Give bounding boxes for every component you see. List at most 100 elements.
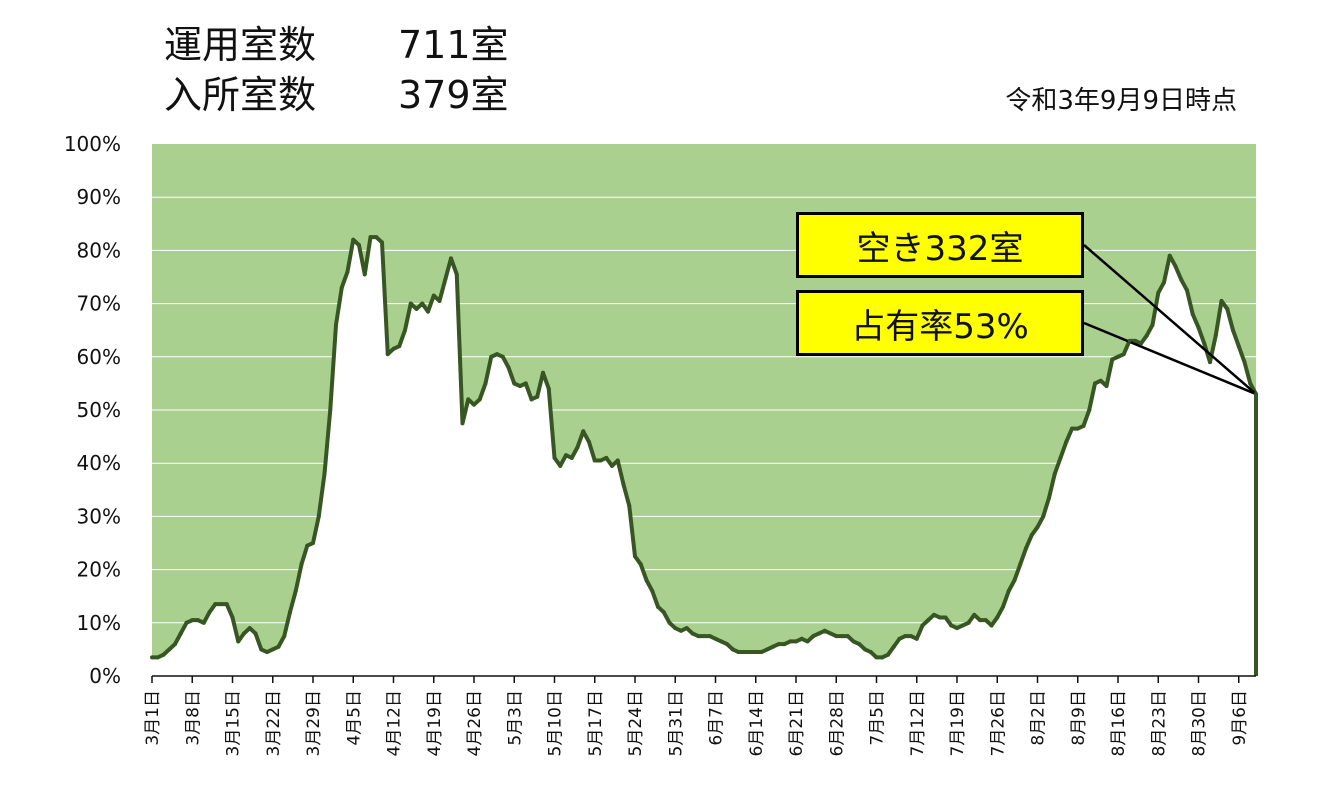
data-point — [150, 655, 154, 660]
data-point — [293, 588, 298, 593]
data-point — [368, 235, 373, 240]
data-point — [374, 235, 379, 240]
data-point — [431, 293, 436, 298]
data-point — [299, 562, 304, 567]
data-point — [495, 352, 499, 357]
as-of-date: 令和3年9月9日時点 — [1005, 86, 1237, 116]
x-tick-label: 6月14日 — [747, 690, 767, 756]
data-point — [449, 256, 453, 261]
data-point — [161, 652, 166, 657]
x-tick-label: 8月23日 — [1149, 690, 1169, 756]
data-point — [638, 562, 643, 567]
data-point — [207, 610, 212, 615]
data-point — [1190, 312, 1195, 317]
data-point — [1018, 562, 1023, 567]
data-point — [1052, 471, 1057, 476]
y-tick-label: 70% — [77, 292, 121, 316]
x-tick-label: 8月16日 — [1109, 690, 1129, 756]
data-point — [707, 634, 712, 639]
data-point — [253, 631, 258, 636]
data-point — [362, 272, 367, 277]
vacant-rooms-callout: 空き332室 — [796, 212, 1084, 278]
data-point — [190, 618, 195, 623]
data-point — [719, 639, 724, 644]
data-point — [909, 634, 913, 639]
x-tick-label: 5月17日 — [586, 690, 606, 756]
data-point — [1196, 325, 1201, 330]
data-point — [1006, 588, 1011, 593]
data-point — [155, 655, 160, 660]
data-point — [1121, 352, 1126, 357]
y-tick-label: 40% — [77, 451, 121, 475]
data-point — [817, 631, 821, 636]
data-point — [426, 309, 430, 314]
x-tick-label: 3月15日 — [224, 690, 244, 756]
data-point — [868, 650, 873, 655]
data-point — [564, 453, 568, 458]
callout-leaders — [1083, 244, 1257, 396]
data-point — [1047, 495, 1051, 500]
data-point — [679, 628, 683, 633]
data-point — [920, 623, 925, 628]
y-tick-label: 20% — [77, 558, 121, 582]
occupancy-area — [152, 237, 1256, 676]
occupied-rooms-label: 入所室数 — [164, 73, 317, 117]
x-tick-label: 4月5日 — [344, 690, 364, 746]
y-axis: 0% 10% 20% 30% 40% 50% 60% 70% 80% 90% 100% — [64, 132, 121, 688]
y-tick-label: 100% — [64, 132, 121, 156]
x-tick-label: 3月22日 — [264, 690, 284, 756]
data-point — [696, 634, 701, 639]
data-point — [1041, 514, 1046, 519]
data-point — [771, 644, 775, 649]
x-tick-label: 6月28日 — [827, 690, 847, 756]
data-point — [242, 631, 246, 636]
data-point — [972, 612, 977, 617]
data-point — [1139, 341, 1143, 346]
data-point — [403, 328, 407, 333]
data-point — [1012, 578, 1017, 583]
data-point — [874, 655, 879, 660]
data-point — [857, 642, 862, 647]
x-tick-label: 9月6日 — [1230, 690, 1250, 746]
data-point — [834, 634, 839, 639]
y-tick-label: 50% — [77, 398, 121, 422]
x-tick-label: 5月10日 — [546, 690, 566, 756]
data-point — [477, 397, 482, 402]
data-point — [575, 445, 580, 450]
data-point — [1185, 288, 1189, 293]
data-point — [1075, 426, 1080, 431]
x-tick-label: 5月24日 — [626, 690, 646, 756]
data-point — [1219, 298, 1224, 303]
data-point — [1144, 333, 1149, 338]
data-point — [759, 650, 764, 655]
data-point — [322, 471, 327, 476]
data-point — [345, 269, 350, 274]
data-point — [581, 429, 586, 434]
data-point — [811, 634, 816, 639]
data-point — [702, 634, 706, 639]
data-point — [1208, 360, 1212, 365]
data-point — [201, 620, 206, 625]
data-point — [713, 636, 718, 641]
data-point — [472, 402, 476, 407]
data-point — [437, 298, 442, 303]
data-point — [650, 588, 655, 593]
callout-leader-line — [1083, 244, 1257, 395]
data-point — [184, 620, 189, 625]
data-point — [466, 397, 471, 402]
data-point — [673, 626, 678, 631]
data-point — [483, 381, 488, 386]
data-point — [316, 514, 321, 519]
data-point — [334, 322, 338, 327]
data-point — [219, 602, 223, 607]
data-point — [518, 384, 522, 389]
x-tick-label: 7月19日 — [948, 690, 968, 756]
data-point — [270, 647, 275, 652]
data-point — [983, 618, 988, 623]
x-tick-label: 8月9日 — [1069, 690, 1089, 746]
data-point — [213, 602, 218, 607]
data-point — [891, 644, 896, 649]
data-point — [500, 354, 505, 359]
data-point — [845, 634, 850, 639]
data-point — [966, 620, 971, 625]
